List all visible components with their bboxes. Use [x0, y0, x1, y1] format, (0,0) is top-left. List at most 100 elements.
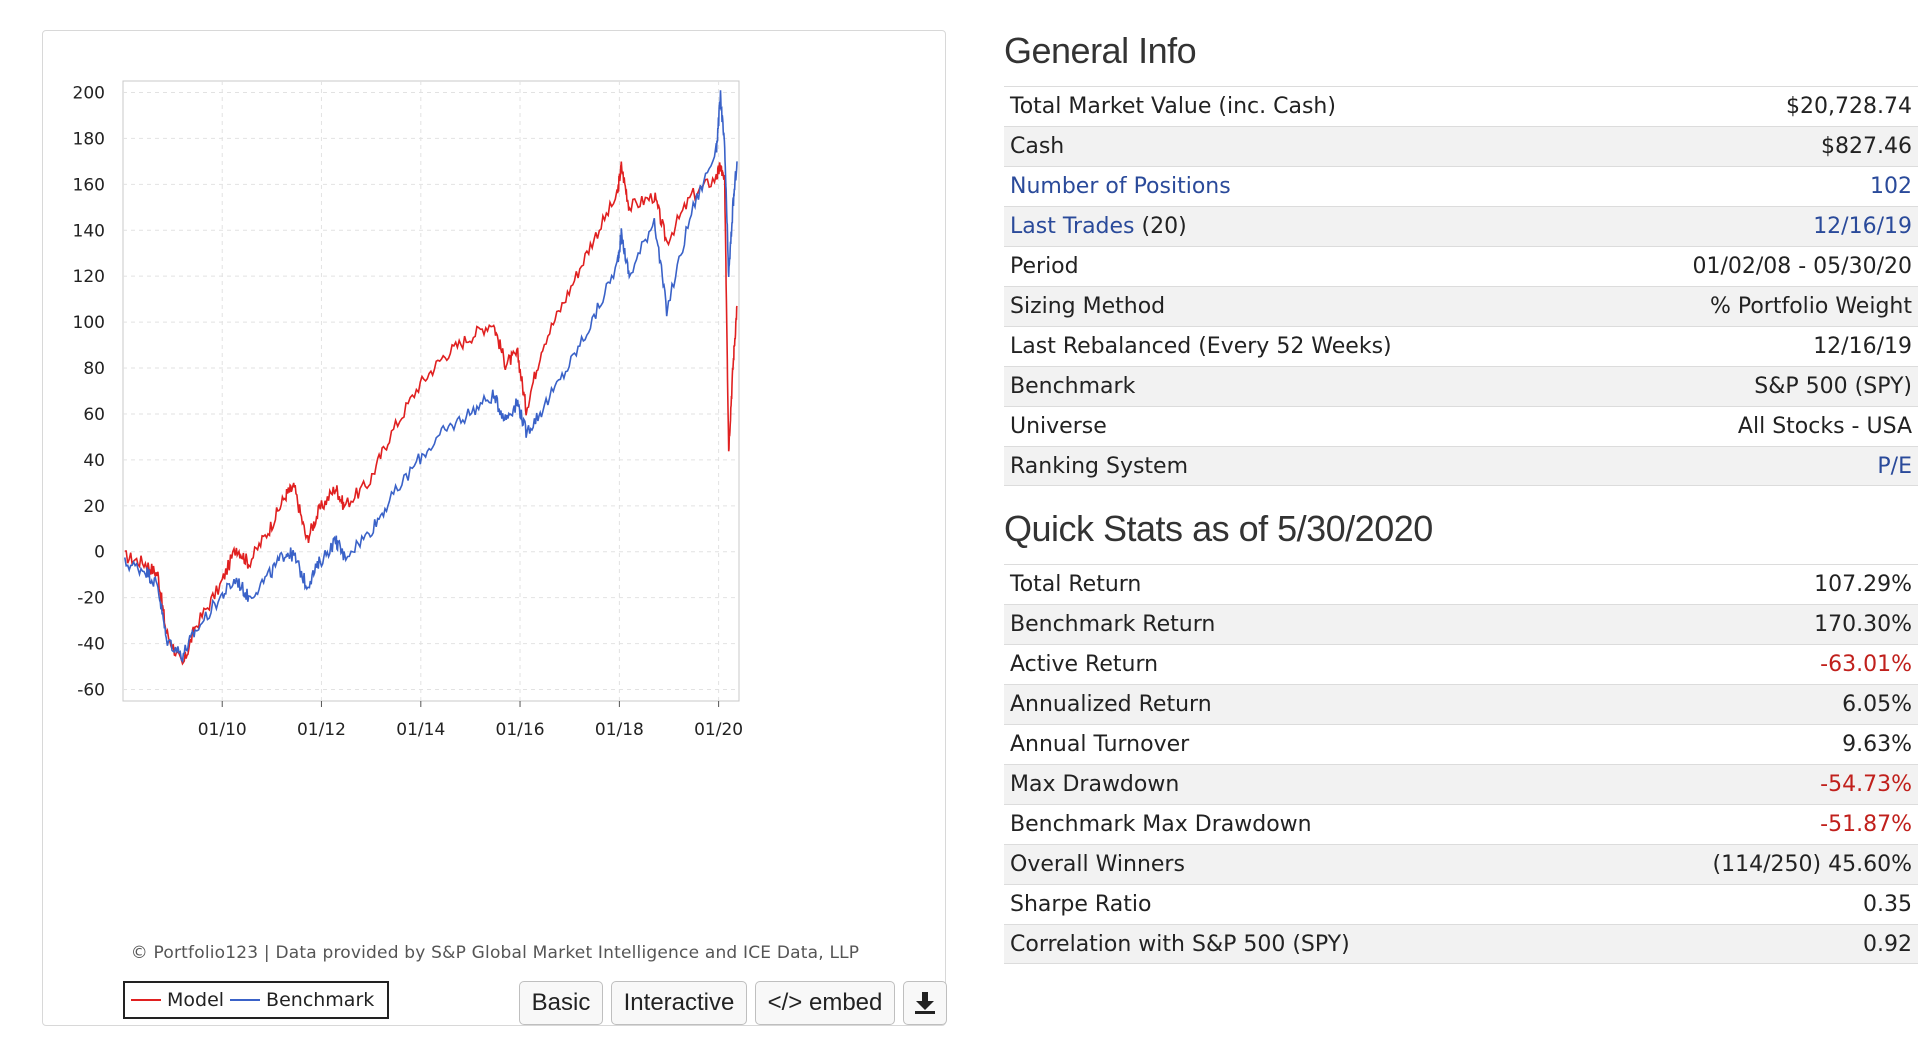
quick-stats-row: Annual Turnover 9.63% — [1004, 724, 1918, 764]
y-tick-label: 60 — [83, 405, 105, 425]
general-info-row: Ranking System P/E — [1004, 446, 1918, 486]
x-tick-label: 01/14 — [396, 720, 445, 740]
quick-stats-table: Total Return 107.29% Benchmark Return 170.3… — [1004, 564, 1918, 964]
legend-item-benchmark[interactable]: Benchmark — [230, 989, 374, 1011]
model-swatch — [131, 999, 161, 1001]
quick-stats-label-text: Active Return — [1010, 652, 1159, 677]
general-info-value[interactable]: 102 — [1870, 174, 1912, 199]
general-info-label: Last Trades (20) — [1010, 214, 1187, 239]
quick-stats-value: -63.01% — [1820, 652, 1912, 677]
general-info-label: Number of Positions — [1010, 174, 1231, 199]
quick-stats-row: Benchmark Max Drawdown -51.87% — [1004, 804, 1918, 844]
general-info-label-text: Period — [1010, 254, 1079, 279]
y-tick-label: 40 — [83, 451, 105, 471]
general-info-row: Universe All Stocks - USA — [1004, 406, 1918, 446]
quick-stats-label: Total Return — [1010, 572, 1141, 597]
quick-stats-label-text: Benchmark Return — [1010, 612, 1216, 637]
general-info-label-text[interactable]: Last Trades — [1010, 214, 1135, 239]
quick-stats-label-text: Sharpe Ratio — [1010, 892, 1152, 917]
quick-stats-row: Total Return 107.29% — [1004, 564, 1918, 604]
general-info-label: Last Rebalanced (Every 52 Weeks) — [1010, 334, 1392, 359]
general-info-value: S&P 500 (SPY) — [1754, 374, 1912, 399]
quick-stats-label-text: Annualized Return — [1010, 692, 1212, 717]
general-info-label-text: Sizing Method — [1010, 294, 1166, 319]
quick-stats-row: Sharpe Ratio 0.35 — [1004, 884, 1918, 924]
interactive-button[interactable]: Interactive — [611, 981, 747, 1025]
y-tick-label: 120 — [73, 267, 105, 287]
y-tick-label: 100 — [73, 313, 105, 333]
general-info-label: Cash — [1010, 134, 1064, 159]
quick-stats-label: Active Return — [1010, 652, 1158, 677]
y-tick-label: 140 — [73, 221, 105, 241]
general-info-label: Sizing Method — [1010, 294, 1165, 319]
chart-panel: 200 180 160 140 120 100 80 60 40 20 0 -20 -40 -60 01/1… — [42, 30, 947, 1026]
y-tick-label: 80 — [83, 359, 105, 379]
quick-stats-row: Max Drawdown -54.73% — [1004, 764, 1918, 804]
general-info-label: Period — [1010, 254, 1079, 279]
general-info-label-text: Total Market Value (inc. Cash) — [1010, 94, 1336, 119]
series-line-model — [124, 161, 738, 666]
quick-stats-label: Max Drawdown — [1010, 772, 1179, 797]
general-info-value: All Stocks - USA — [1737, 414, 1912, 439]
general-info-row: Total Market Value (inc. Cash) $20,728.74 — [1004, 86, 1918, 126]
quick-stats-row: Annualized Return 6.05% — [1004, 684, 1918, 724]
quick-stats-value: 0.92 — [1863, 931, 1912, 957]
general-info-label: Universe — [1010, 414, 1107, 439]
quick-stats-label: Annual Turnover — [1010, 732, 1189, 757]
embed-button[interactable]: </> embed — [755, 981, 895, 1025]
legend-model-label: Model — [167, 989, 225, 1011]
quick-stats-label-text: Correlation with S&P 500 (SPY) — [1010, 931, 1350, 957]
quick-stats-value: -51.87% — [1820, 812, 1912, 837]
download-icon — [915, 992, 935, 1014]
x-tick-label: 01/16 — [496, 720, 545, 740]
quick-stats-row: Correlation with S&P 500 (SPY) 0.92 — [1004, 924, 1918, 964]
general-info-label: Total Market Value (inc. Cash) — [1010, 94, 1336, 119]
general-info-row: Last Trades (20) 12/16/19 — [1004, 206, 1918, 246]
x-tick-label: 01/20 — [694, 720, 743, 740]
general-info-label: Ranking System — [1010, 454, 1188, 479]
quick-stats-label-text: Total Return — [1010, 572, 1142, 597]
quick-stats-row: Active Return -63.01% — [1004, 644, 1918, 684]
general-info-label-text: Cash — [1010, 134, 1065, 159]
y-tick-label: 200 — [73, 83, 105, 103]
chart-legend: Model Benchmark — [123, 981, 389, 1019]
quick-stats-label-text: Overall Winners — [1010, 852, 1185, 877]
legend-item-model[interactable]: Model — [131, 989, 224, 1011]
y-tick-label: -60 — [77, 681, 105, 701]
quick-stats-row: Overall Winners (114/250) 45.60% — [1004, 844, 1918, 884]
general-info-value[interactable]: 12/16/19 — [1813, 214, 1912, 239]
quick-stats-label: Correlation with S&P 500 (SPY) — [1010, 932, 1350, 957]
quick-stats-row: Benchmark Return 170.30% — [1004, 604, 1918, 644]
y-tick-label: 20 — [83, 497, 105, 517]
general-info-value: $827.46 — [1821, 134, 1912, 159]
general-info-label: Benchmark — [1010, 374, 1135, 399]
y-tick-label: -20 — [77, 589, 105, 609]
x-tick-label: 01/18 — [595, 720, 644, 740]
general-info-value: 12/16/19 — [1813, 334, 1912, 359]
general-info-label-text: Universe — [1010, 414, 1107, 439]
general-info-value: 01/02/08 - 05/30/20 — [1692, 254, 1912, 279]
quick-stats-value: 170.30% — [1814, 612, 1912, 637]
basic-button[interactable]: Basic — [519, 981, 603, 1025]
general-info-table: Total Market Value (inc. Cash) $20,728.74… — [1004, 86, 1918, 486]
general-info-label-text: Last Rebalanced (Every 52 Weeks) — [1010, 334, 1392, 359]
series-line-benchmark — [124, 90, 738, 664]
general-info-title: General Info — [1004, 30, 1197, 71]
download-button[interactable] — [903, 981, 947, 1025]
general-info-row: Sizing Method % Portfolio Weight — [1004, 286, 1918, 326]
quick-stats-value: 107.29% — [1814, 572, 1912, 597]
general-info-label-text: Ranking System — [1010, 453, 1189, 479]
y-tick-label: 180 — [73, 129, 105, 149]
general-info-label-text[interactable]: Number of Positions — [1010, 174, 1231, 199]
general-info-row: Period 01/02/08 - 05/30/20 — [1004, 246, 1918, 286]
performance-chart: 200180160140120100806040200-20-40-6001/1… — [73, 80, 743, 740]
general-info-value: $20,728.74 — [1786, 94, 1912, 119]
general-info-row: Number of Positions 102 — [1004, 166, 1918, 206]
general-info-label-suffix: (20) — [1134, 214, 1187, 239]
quick-stats-value: -54.73% — [1820, 772, 1912, 797]
quick-stats-label-text: Max Drawdown — [1010, 772, 1180, 797]
y-tick-label: -40 — [77, 635, 105, 655]
quick-stats-value: 9.63% — [1842, 732, 1912, 757]
quick-stats-label: Overall Winners — [1010, 852, 1185, 877]
general-info-value[interactable]: P/E — [1877, 453, 1912, 479]
